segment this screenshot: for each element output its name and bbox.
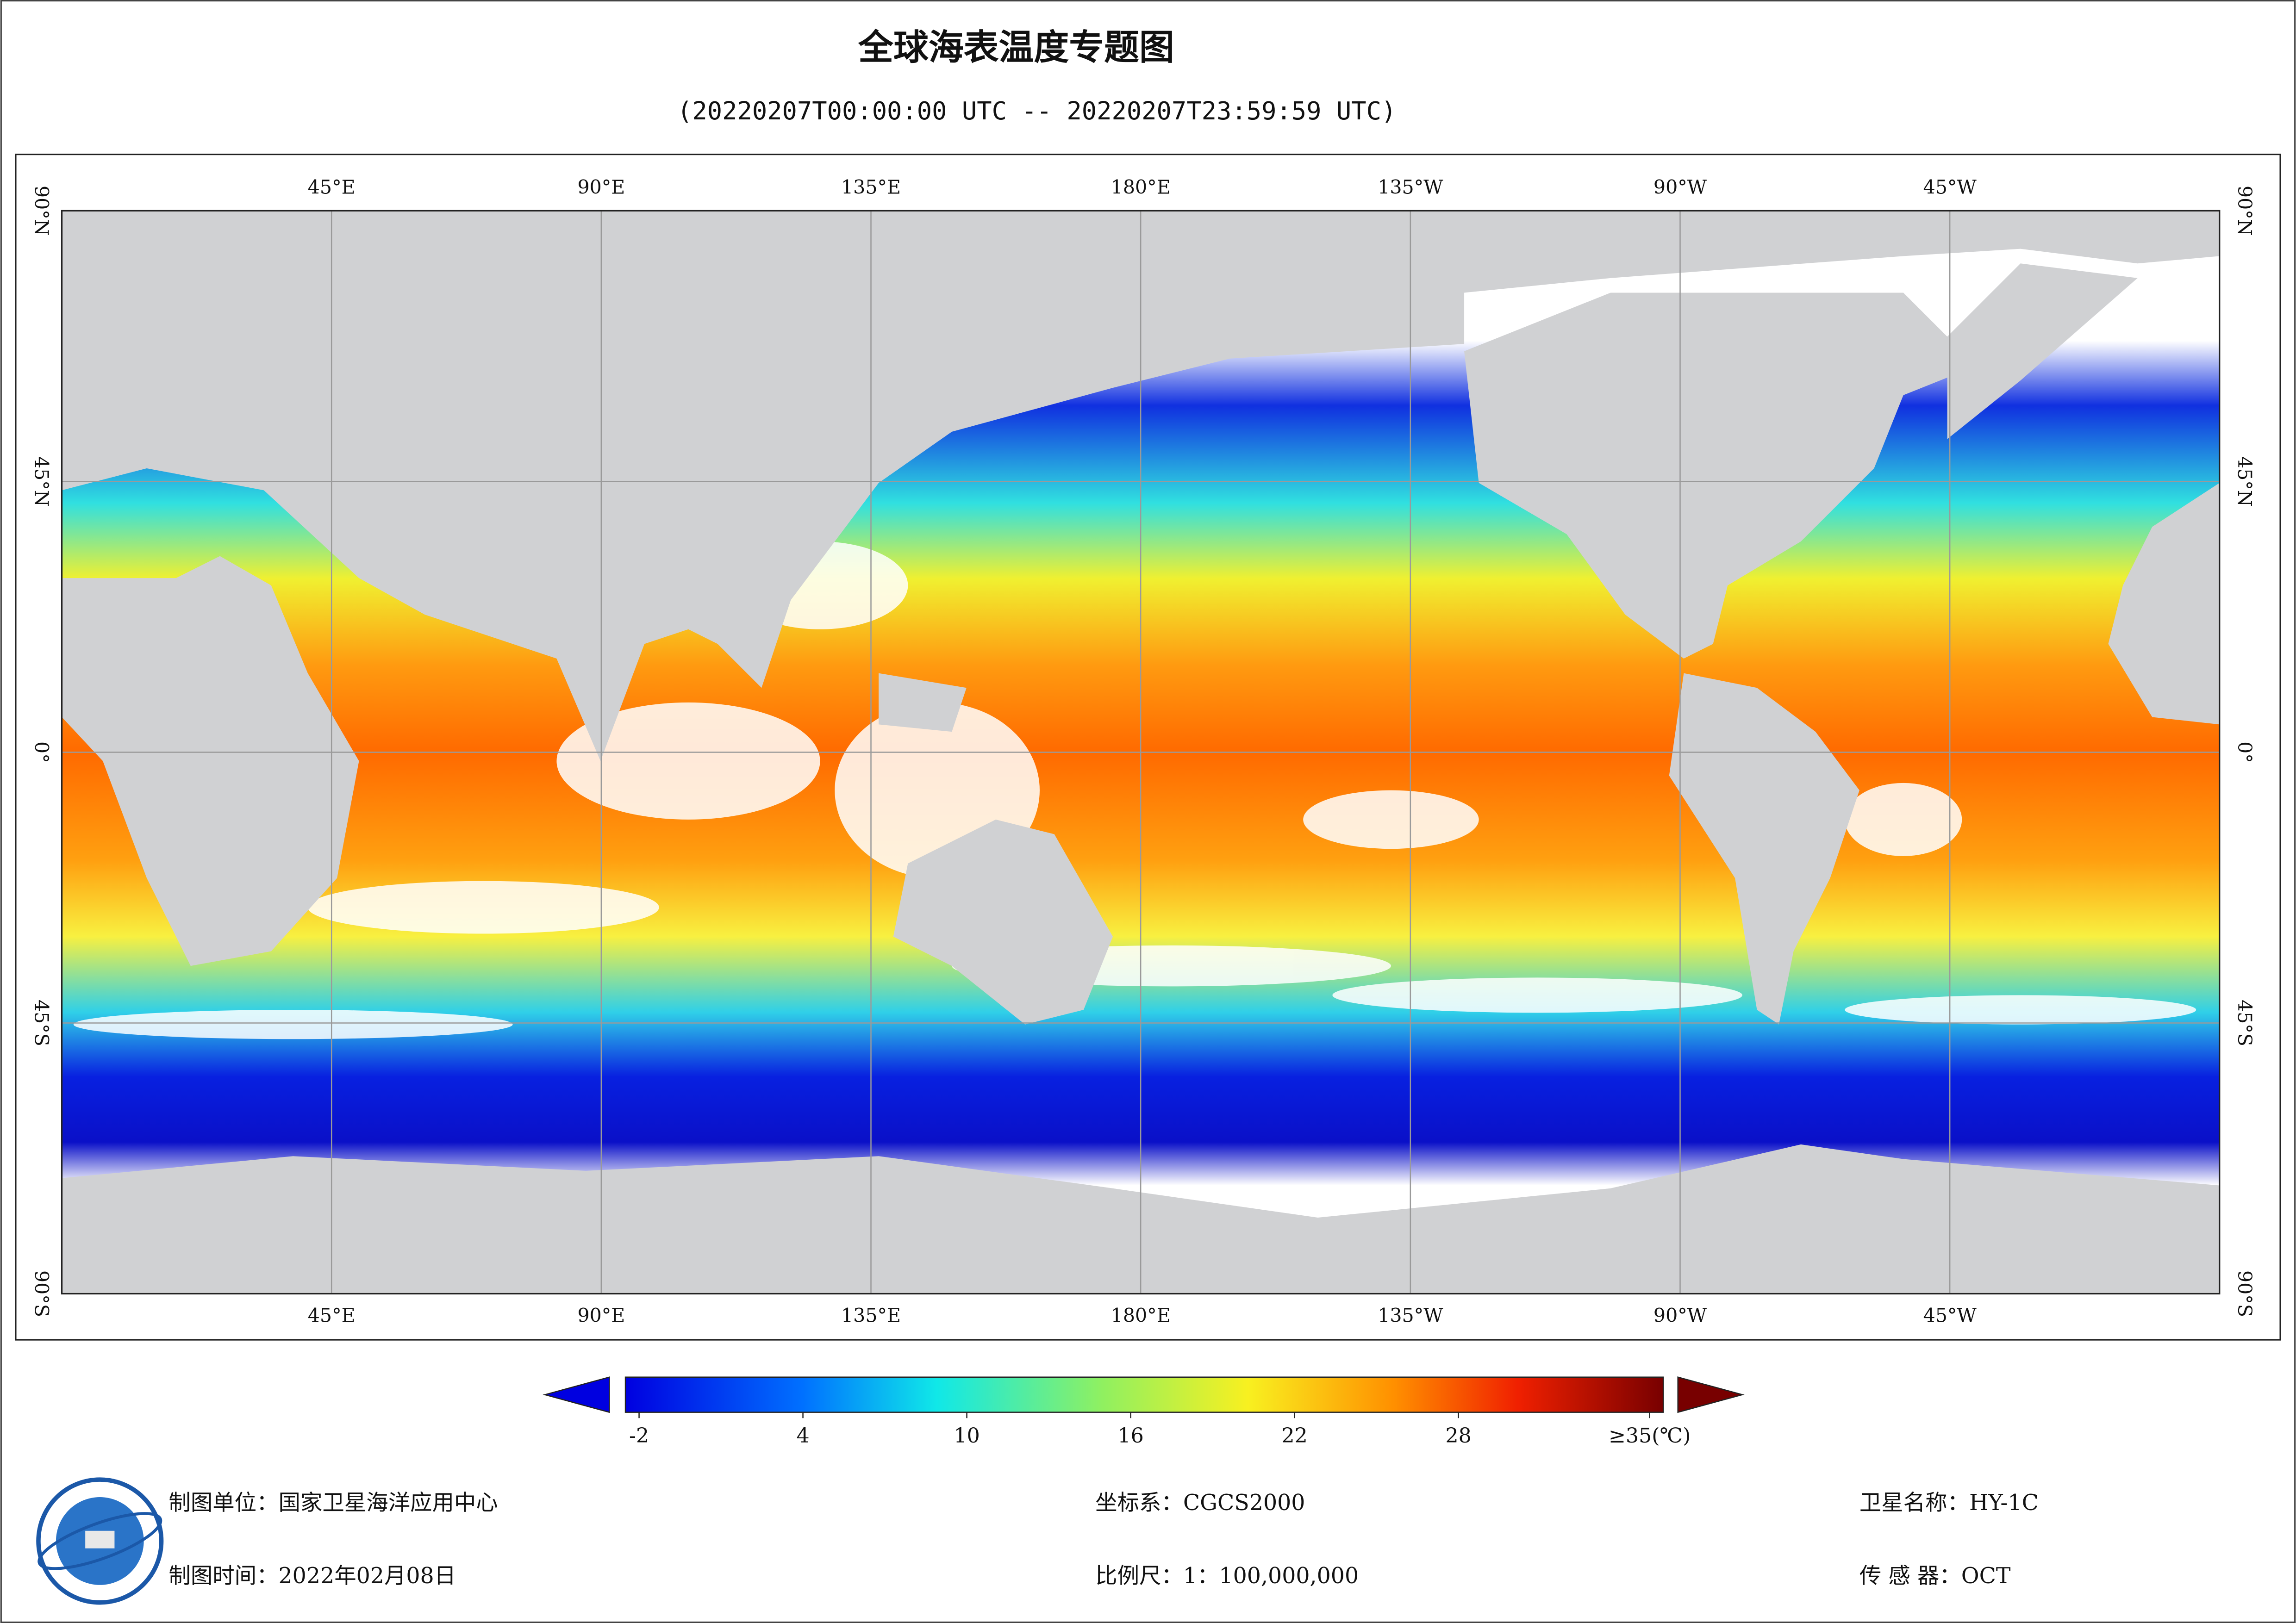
lat-label: 90°S — [2234, 1270, 2256, 1317]
lat-label: 0° — [31, 741, 53, 763]
land — [1464, 292, 1977, 659]
lon-label: 90°E — [577, 176, 625, 198]
colorbar-tick-label: -2 — [629, 1424, 649, 1448]
lon-label: 135°E — [841, 176, 901, 198]
lon-label: 45°W — [1923, 1305, 1977, 1327]
footer-crs: 坐标系：CGCS2000 — [1095, 1490, 1305, 1516]
colorbar-tick-label: 16 — [1117, 1424, 1143, 1448]
lon-label: 135°W — [1378, 176, 1443, 198]
subtitle: (20220207T00:00:00 UTC -- 20220207T23:59… — [677, 96, 1396, 125]
colorbar-tick-label: 22 — [1281, 1424, 1307, 1448]
title: 全球海表温度专题图 — [858, 27, 1174, 68]
colorbar-tick-label: ≥35(℃) — [1609, 1424, 1691, 1448]
lat-label: 45°S — [2234, 1000, 2256, 1046]
lon-label: 90°W — [1653, 176, 1707, 198]
lon-label: 135°W — [1378, 1305, 1443, 1327]
colorbar-tick-label: 4 — [796, 1424, 809, 1448]
land — [1669, 673, 1859, 1025]
land — [893, 819, 1113, 1025]
footer-satellite: 卫星名称：HY-1C — [1859, 1490, 2039, 1516]
footer-time: 制图时间：2022年02月08日 — [168, 1563, 456, 1589]
colorbar-tick-label: 10 — [954, 1424, 980, 1448]
map-border — [61, 210, 2221, 1295]
lat-label: 45°N — [2234, 456, 2256, 507]
lon-label: 45°W — [1923, 176, 1977, 198]
footer-scale: 比例尺：1：100,000,000 — [1095, 1563, 1359, 1589]
colorbar-tick-label: 28 — [1445, 1424, 1471, 1448]
lon-label: 90°W — [1653, 1305, 1707, 1327]
footer-sensor: 传 感 器：OCT — [1859, 1563, 2011, 1589]
lon-label: 90°E — [577, 1305, 625, 1327]
lat-label: 0° — [2234, 741, 2256, 763]
lat-label: 90°N — [2234, 186, 2256, 236]
colorbar-under-arrow — [543, 1376, 610, 1413]
colorbar — [624, 1376, 1664, 1413]
lon-label: 135°E — [841, 1305, 901, 1327]
lat-label: 90°S — [31, 1270, 53, 1317]
land — [2108, 483, 2220, 725]
land — [879, 673, 967, 732]
land — [62, 556, 359, 966]
footer-unit: 制图单位：国家卫星海洋应用中心 — [168, 1490, 498, 1516]
lon-label: 180°E — [1111, 176, 1171, 198]
map-frame — [15, 154, 2281, 1341]
lon-label: 180°E — [1111, 1305, 1171, 1327]
colorbar-over-arrow — [1677, 1376, 1745, 1413]
lat-label: 45°S — [31, 1000, 53, 1046]
logo — [36, 1477, 164, 1605]
land — [1947, 263, 2138, 439]
lat-label: 45°N — [31, 456, 53, 507]
lon-label: 45°E — [308, 176, 356, 198]
lon-label: 45°E — [308, 1305, 356, 1327]
lat-label: 90°N — [31, 186, 53, 236]
